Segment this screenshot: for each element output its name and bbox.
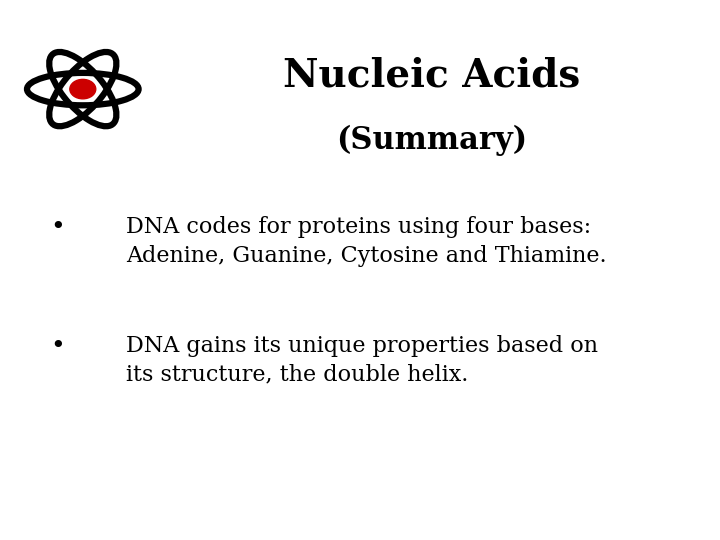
Text: Nucleic Acids: Nucleic Acids: [284, 57, 580, 94]
Text: •: •: [50, 216, 65, 239]
Text: (Summary): (Summary): [336, 125, 528, 156]
Text: DNA gains its unique properties based on
its structure, the double helix.: DNA gains its unique properties based on…: [126, 335, 598, 386]
Text: •: •: [50, 335, 65, 358]
Text: DNA codes for proteins using four bases:
Adenine, Guanine, Cytosine and Thiamine: DNA codes for proteins using four bases:…: [126, 216, 607, 267]
Circle shape: [70, 79, 96, 99]
